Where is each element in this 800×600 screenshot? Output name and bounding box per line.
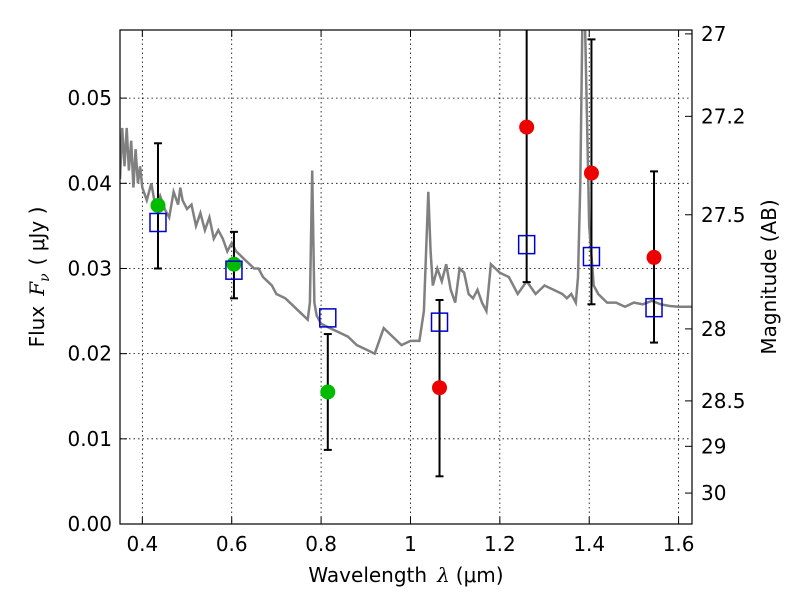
plot-background (120, 30, 692, 524)
blue-square-point (517, 234, 536, 255)
y-axis-label: Flux Fν ( μJy ) (25, 207, 53, 348)
green-point (226, 256, 242, 272)
x-tick-label: 1.6 (663, 532, 695, 556)
mag-tick-label: 27.5 (701, 203, 746, 227)
x-axis-label-symbol: λ (436, 563, 450, 587)
x-tick-label: 0.4 (126, 532, 158, 556)
y-axis-label-symbol: F (25, 281, 49, 297)
blue-square-point (149, 212, 167, 233)
red-point (519, 119, 535, 135)
model-spectrum-line (120, 30, 692, 356)
x-tick-label: 0.8 (305, 532, 337, 556)
mag-tick-label: 28 (701, 317, 726, 341)
y-tick-label: 0.00 (67, 512, 112, 536)
x-tick-label: 1 (404, 532, 417, 556)
mag-tick-label: 27 (701, 22, 726, 46)
red-point (432, 380, 448, 396)
red-point (646, 249, 662, 265)
mag-tick-label: 27.2 (701, 104, 746, 128)
blue-square-point (319, 308, 337, 328)
y-tick-label: 0.03 (67, 256, 112, 280)
x-axis-label: Wavelength λ (μm) (308, 563, 503, 587)
mag-tick-label: 29 (701, 434, 726, 458)
green-point (150, 197, 166, 213)
y-axis-label-text: Flux (25, 306, 49, 348)
y-tick-label: 0.05 (67, 86, 112, 110)
x-axis-label-text: Wavelength (308, 563, 427, 587)
y-axis-label-unit: ( μJy ) (25, 207, 49, 266)
y-tick-label: 0.02 (67, 342, 112, 366)
y-axis-label-subscript: ν (37, 273, 53, 282)
y-tick-label: 0.01 (67, 427, 112, 451)
model-spectrum (120, 30, 692, 356)
x-axis-label-unit: (μm) (456, 563, 504, 587)
mag-tick-label: 28.5 (701, 389, 746, 413)
red-point (583, 165, 599, 181)
blue-square-point (225, 260, 243, 280)
plot-frame (119, 29, 693, 525)
mag-tick-label: 30 (701, 481, 726, 505)
data-markers (149, 119, 663, 400)
blue-square-point (645, 297, 663, 318)
blue-square-point (430, 312, 449, 332)
blue-square-point (582, 246, 601, 267)
x-tick-label: 0.6 (216, 532, 248, 556)
y-tick-label: 0.04 (67, 171, 112, 195)
y2-axis-label: Magnitude (AB) (757, 199, 781, 354)
x-tick-label: 1.4 (573, 532, 605, 556)
green-point (320, 384, 336, 400)
axis-ticks: 0.4 0.6 0.8 1 1.2 1.4 1.6 0.00 0.01 0.02 0.03 0.04 0… (67, 22, 745, 556)
x-tick-label: 1.2 (484, 532, 516, 556)
